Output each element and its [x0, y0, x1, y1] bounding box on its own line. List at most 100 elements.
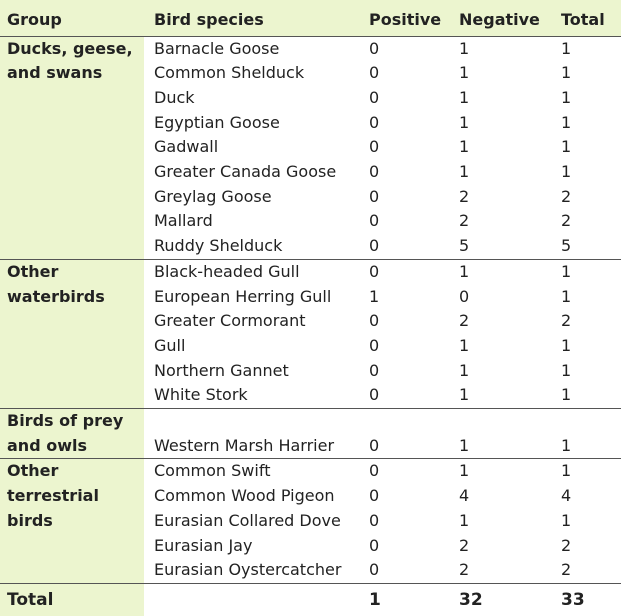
group-name: Other terrestrial birds [0, 458, 144, 584]
total-cell: 2 [561, 311, 572, 331]
positive-cell: 0 [369, 211, 380, 231]
positive-cell: 0 [369, 558, 459, 584]
totals-total: 33 [561, 589, 585, 610]
negative-cell: 1 [459, 408, 561, 460]
positive-cell: 0 [369, 137, 380, 157]
total-cell: 2 [561, 186, 572, 206]
group-name: Ducks, geese, and swans [0, 36, 144, 260]
species-cell: Common Swift [154, 461, 271, 481]
species-cell: Gull [154, 335, 186, 355]
totals-row: Total 1 32 33 [0, 583, 621, 616]
positive-cell: 0 [369, 510, 380, 530]
table-body: Ducks, geese, and swans Barnacle Goose 0 1 1… [0, 36, 621, 584]
positive-cell: 0 [369, 87, 380, 107]
species-cell: Greater Canada Goose [154, 162, 337, 182]
totals-species-empty [144, 583, 369, 616]
total-cell: 1 [561, 162, 572, 182]
table-row: White Stork 0 1 1 [0, 383, 621, 410]
header-group: Group [0, 0, 144, 37]
table-row: Gull 0 1 1 [0, 334, 621, 359]
group-name: Other waterbirds [0, 259, 144, 410]
total-cell: 1 [561, 408, 621, 460]
total-cell: 1 [561, 137, 572, 157]
table-row: Greylag Goose 0 2 2 [0, 185, 621, 210]
species-cell: Northern Gannet [154, 360, 289, 380]
table-row: Birds of prey and owls Western Marsh Harr… [0, 408, 621, 460]
negative-cell: 1 [459, 360, 470, 380]
total-cell: 5 [561, 234, 621, 260]
total-cell: 1 [561, 87, 572, 107]
negative-cell: 1 [459, 461, 470, 481]
table-row: Duck 0 1 1 [0, 86, 621, 111]
total-cell: 1 [561, 261, 572, 281]
species-cell: Eurasian Jay [154, 535, 253, 555]
table-row: Eurasian Jay 0 2 2 [0, 534, 621, 559]
positive-cell: 0 [369, 311, 380, 331]
positive-cell: 1 [369, 286, 380, 306]
total-cell: 1 [561, 112, 572, 132]
total-cell: 1 [561, 286, 572, 306]
species-cell: Ruddy Shelduck [144, 234, 369, 260]
positive-cell: 0 [369, 112, 380, 132]
species-cell: Mallard [154, 211, 213, 231]
negative-cell: 2 [459, 535, 470, 555]
species-cell: Greylag Goose [154, 186, 272, 206]
table-row: Ducks, geese, and swans Barnacle Goose 0 1 1 [0, 36, 621, 260]
positive-cell: 0 [369, 63, 380, 83]
total-cell: 2 [561, 535, 572, 555]
species-cell: Common Shelduck [154, 63, 305, 83]
positive-cell: 0 [369, 186, 380, 206]
total-cell: 2 [561, 211, 572, 231]
negative-cell: 1 [459, 87, 470, 107]
species-cell: Eurasian Oystercatcher [144, 558, 369, 584]
header-negative: Negative [459, 0, 561, 37]
total-cell: 1 [561, 461, 572, 481]
table-row: Eurasian Collared Dove 0 1 1 [0, 509, 621, 534]
totals-label: Total [0, 583, 144, 616]
species-cell: White Stork [144, 383, 369, 410]
negative-cell: 1 [459, 63, 470, 83]
header-total: Total [561, 0, 621, 37]
species-cell: Greater Cormorant [154, 311, 306, 331]
totals-negative: 32 [459, 589, 483, 610]
species-cell: Barnacle Goose [154, 38, 280, 58]
negative-cell: 5 [459, 234, 561, 260]
negative-cell: 1 [459, 383, 561, 410]
total-cell: 2 [561, 558, 621, 584]
negative-cell: 1 [459, 510, 470, 530]
negative-cell: 1 [459, 162, 470, 182]
table-row: Common Wood Pigeon 0 4 4 [0, 484, 621, 509]
total-cell: 1 [561, 335, 572, 355]
table-row: Greater Canada Goose 0 1 1 [0, 160, 621, 185]
table-row: Mallard 0 2 2 [0, 209, 621, 234]
group-name: Birds of prey and owls [0, 408, 144, 460]
species-cell: Duck [154, 87, 195, 107]
species-cell: European Herring Gull [154, 286, 332, 306]
negative-cell: 1 [459, 38, 470, 58]
positive-cell: 0 [369, 234, 459, 260]
species-cell: Gadwall [154, 137, 219, 157]
positive-cell: 0 [369, 162, 380, 182]
table-row: Northern Gannet 0 1 1 [0, 359, 621, 384]
negative-cell: 2 [459, 558, 561, 584]
total-cell: 1 [561, 38, 572, 58]
table-row: Egyptian Goose 0 1 1 [0, 111, 621, 136]
species-cell: Western Marsh Harrier [144, 408, 369, 460]
header-species: Bird species [144, 0, 369, 37]
positive-cell: 0 [369, 383, 459, 410]
positive-cell: 0 [369, 486, 380, 506]
table-row: Common Shelduck 0 1 1 [0, 61, 621, 86]
total-cell: 1 [561, 63, 572, 83]
header-positive: Positive [369, 0, 459, 37]
table-row: Ruddy Shelduck 0 5 5 [0, 234, 621, 260]
negative-cell: 1 [459, 335, 470, 355]
positive-cell: 0 [369, 408, 459, 460]
table-row: Other terrestrial birds Common Swift 0 1 1 [0, 458, 621, 584]
total-cell: 1 [561, 360, 572, 380]
negative-cell: 2 [459, 211, 470, 231]
positive-cell: 0 [369, 335, 380, 355]
table-row: Other waterbirds Black-headed Gull 0 1 1 [0, 259, 621, 410]
total-cell: 1 [561, 383, 621, 410]
species-cell: Common Wood Pigeon [154, 486, 335, 506]
